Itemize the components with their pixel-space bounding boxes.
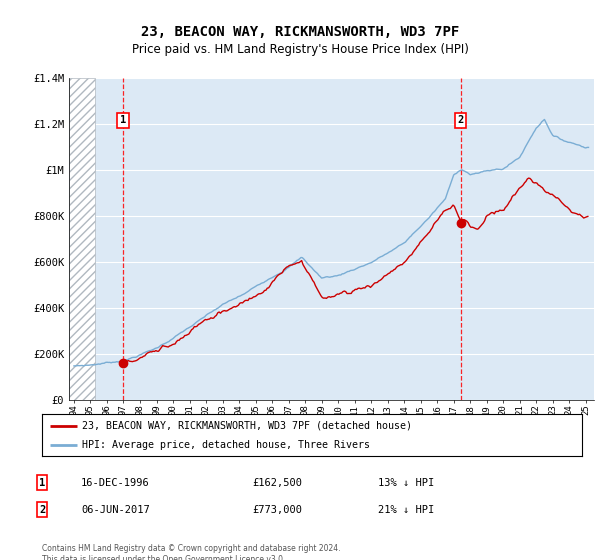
Text: £162,500: £162,500: [252, 478, 302, 488]
Text: 21% ↓ HPI: 21% ↓ HPI: [378, 505, 434, 515]
Text: 06-JUN-2017: 06-JUN-2017: [81, 505, 150, 515]
Text: Price paid vs. HM Land Registry's House Price Index (HPI): Price paid vs. HM Land Registry's House …: [131, 43, 469, 56]
Text: 1: 1: [119, 115, 126, 125]
Text: 16-DEC-1996: 16-DEC-1996: [81, 478, 150, 488]
Text: Contains HM Land Registry data © Crown copyright and database right 2024.
This d: Contains HM Land Registry data © Crown c…: [42, 544, 341, 560]
Text: HPI: Average price, detached house, Three Rivers: HPI: Average price, detached house, Thre…: [83, 440, 371, 450]
Text: 2: 2: [458, 115, 464, 125]
Text: £773,000: £773,000: [252, 505, 302, 515]
Text: 23, BEACON WAY, RICKMANSWORTH, WD3 7PF: 23, BEACON WAY, RICKMANSWORTH, WD3 7PF: [141, 25, 459, 39]
Text: 23, BEACON WAY, RICKMANSWORTH, WD3 7PF (detached house): 23, BEACON WAY, RICKMANSWORTH, WD3 7PF (…: [83, 421, 413, 431]
Text: 2: 2: [39, 505, 45, 515]
Text: 13% ↓ HPI: 13% ↓ HPI: [378, 478, 434, 488]
Text: 1: 1: [39, 478, 45, 488]
Bar: [69, 78, 95, 400]
